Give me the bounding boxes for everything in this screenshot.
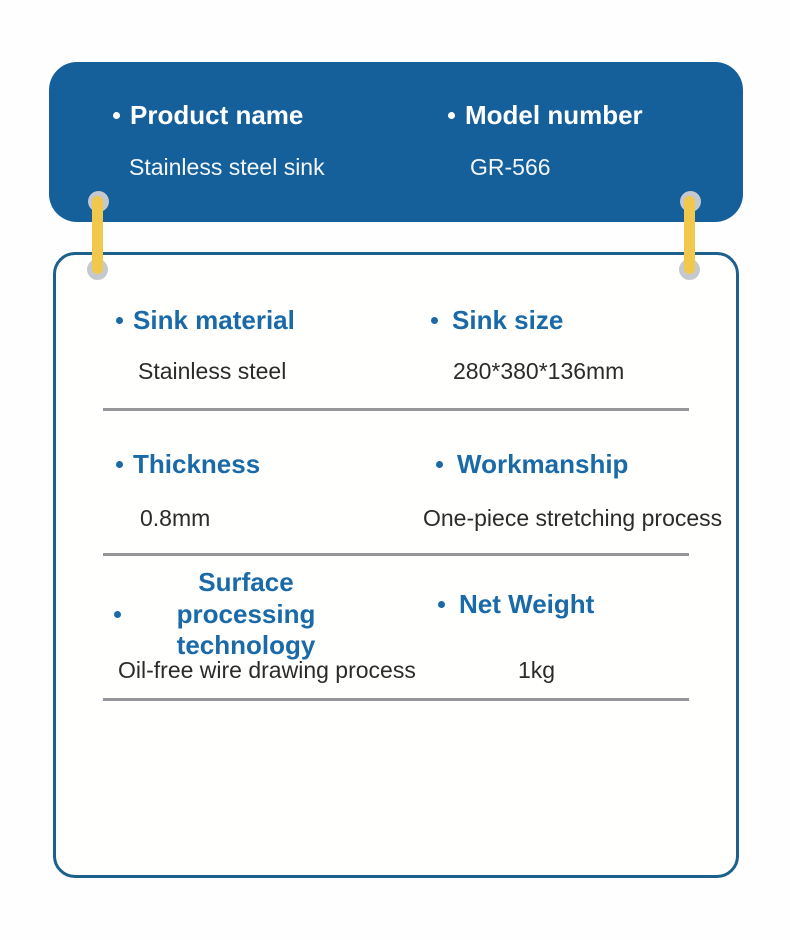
thickness-value: 0.8mm [140,505,211,531]
bullet-dot-icon [438,601,445,608]
strap-right [684,196,695,274]
divider-1 [103,408,689,411]
thickness-label: Thickness [116,449,260,480]
product-name-label-text: Product name [130,100,304,130]
product-name-label: Product name [113,100,303,131]
spec-card: Sink material Sink size Stainless steel … [53,252,739,878]
bullet-dot-icon [436,461,443,468]
sink-size-label: Sink size [431,305,563,336]
bullet-dot-icon [448,112,455,119]
bullet-dot-icon [116,317,123,324]
model-number-value: GR-566 [470,154,551,180]
workmanship-value: One-piece stretching process [423,505,723,531]
bullet-dot-icon [113,112,120,119]
sink-material-value: Stainless steel [138,358,287,384]
divider-3 [103,698,689,701]
divider-2 [103,553,689,556]
product-name-value: Stainless steel sink [129,154,325,180]
model-number-label-text: Model number [465,100,643,130]
model-number-label: Model number [448,100,643,131]
strap-left [92,196,103,274]
bullet-dot-icon [114,611,121,619]
surface-processing-label: Surface processing technology [114,567,359,662]
sink-size-value: 280*380*136mm [453,358,625,384]
net-weight-value: 1kg [518,657,556,683]
bullet-dot-icon [116,461,123,468]
bullet-dot-icon [431,317,438,324]
product-header-card: Product name Stainless steel sink Model … [49,62,743,222]
surface-processing-value: Oil-free wire drawing process [118,657,416,683]
net-weight-label: Net Weight [438,589,594,620]
sink-material-label: Sink material [116,305,295,336]
workmanship-label: Workmanship [436,449,628,480]
